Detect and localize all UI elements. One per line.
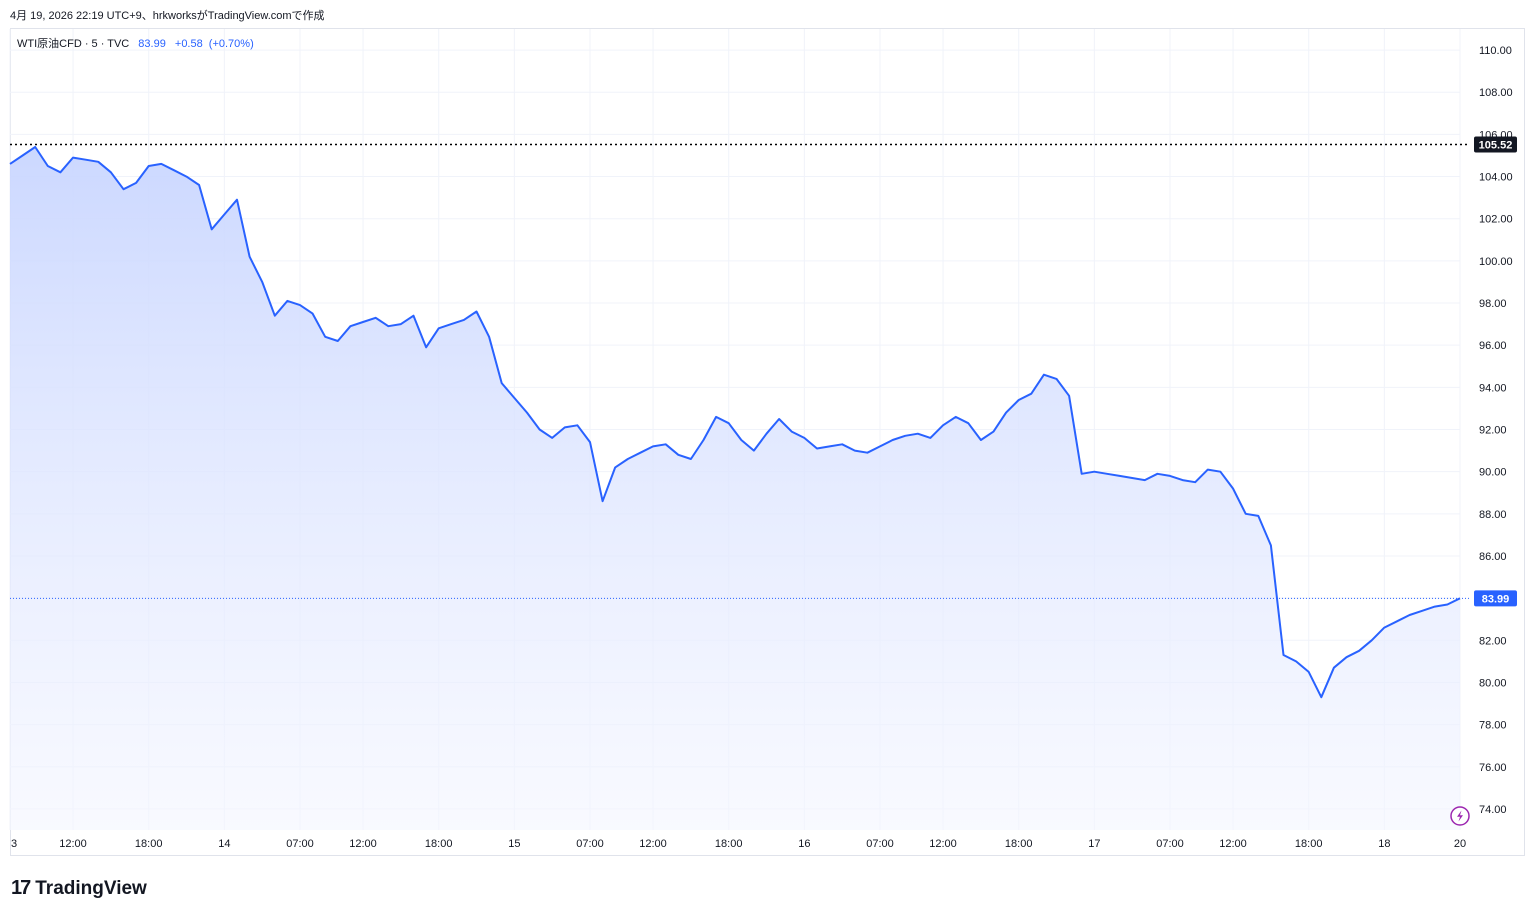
x-tick-label: 18:00 [1295, 838, 1323, 850]
y-tick-label: 86.00 [1479, 551, 1507, 563]
last-price-value: 83.99 [138, 38, 166, 50]
high-price-badge-text: 105.52 [1479, 140, 1513, 152]
price-area [10, 147, 1460, 830]
x-tick-label: 18 [1378, 838, 1390, 850]
x-tick-label: 12:00 [349, 838, 377, 850]
x-tick-label: 12:00 [59, 838, 87, 850]
x-tick-label: 18:00 [1005, 838, 1033, 850]
y-tick-label: 108.00 [1479, 87, 1513, 99]
last-price-badge: 83.99 [1474, 590, 1517, 607]
y-tick-label: 102.00 [1479, 214, 1513, 226]
x-tick-label: 07:00 [576, 838, 604, 850]
x-tick-label: 16 [798, 838, 810, 850]
lightning-icon[interactable] [1450, 806, 1470, 826]
x-tick-label: 07:00 [286, 838, 314, 850]
high-price-badge: 105.52 [1474, 136, 1517, 153]
x-tick-label: 17 [1088, 838, 1100, 850]
x-tick-label: 12:00 [1219, 838, 1247, 850]
y-tick-label: 88.00 [1479, 509, 1507, 521]
x-tick-label: 14 [218, 838, 230, 850]
tradingview-logo[interactable]: 17 TradingView [11, 877, 147, 900]
symbol-name[interactable]: WTI原油CFD · 5 · TVC [17, 38, 130, 50]
y-tick-label: 74.00 [1479, 804, 1507, 816]
price-change-percent: (+0.70%) [208, 38, 254, 50]
tradingview-logo-mark: 17 [11, 877, 31, 899]
time-axis[interactable]: 3 12:00 18:00 14 07:00 12:00 18:00 15 07:00 12:00… [11, 838, 1466, 850]
y-tick-label: 92.00 [1479, 425, 1507, 437]
y-tick-label: 82.00 [1479, 635, 1507, 647]
y-tick-label: 76.00 [1479, 762, 1507, 774]
y-tick-label: 80.00 [1479, 677, 1507, 689]
tradingview-wordmark: TradingView [35, 877, 147, 899]
x-tick-label: 3 [11, 838, 17, 850]
symbol-legend[interactable]: WTI原油CFD · 5 · TVC 83.99 +0.58 (+0.70%) [17, 35, 254, 51]
x-tick-label: 18:00 [425, 838, 453, 850]
y-tick-label: 90.00 [1479, 467, 1507, 479]
x-tick-label: 18:00 [135, 838, 163, 850]
x-tick-label: 12:00 [929, 838, 957, 850]
x-tick-label: 12:00 [639, 838, 667, 850]
price-axis[interactable]: 74.0076.0078.0080.0082.0084.0086.0088.00… [1479, 45, 1513, 816]
x-tick-label: 20 [1454, 838, 1466, 850]
price-line [9, 146, 1461, 699]
y-tick-label: 94.00 [1479, 382, 1507, 394]
x-tick-label: 07:00 [866, 838, 894, 850]
last-price-badge-text: 83.99 [1482, 593, 1510, 605]
x-tick-label: 07:00 [1156, 838, 1184, 850]
y-tick-label: 96.00 [1479, 340, 1507, 352]
y-tick-label: 98.00 [1479, 298, 1507, 310]
x-tick-label: 18:00 [715, 838, 743, 850]
y-tick-label: 100.00 [1479, 256, 1513, 268]
chart-caption: 4月 19, 2026 22:19 UTC+9、hrkworksがTrading… [10, 10, 325, 22]
y-tick-label: 110.00 [1479, 45, 1512, 57]
y-tick-label: 104.00 [1479, 172, 1513, 184]
price-change: +0.58 [174, 38, 203, 50]
y-tick-label: 78.00 [1479, 720, 1507, 732]
x-tick-label: 15 [508, 838, 520, 850]
